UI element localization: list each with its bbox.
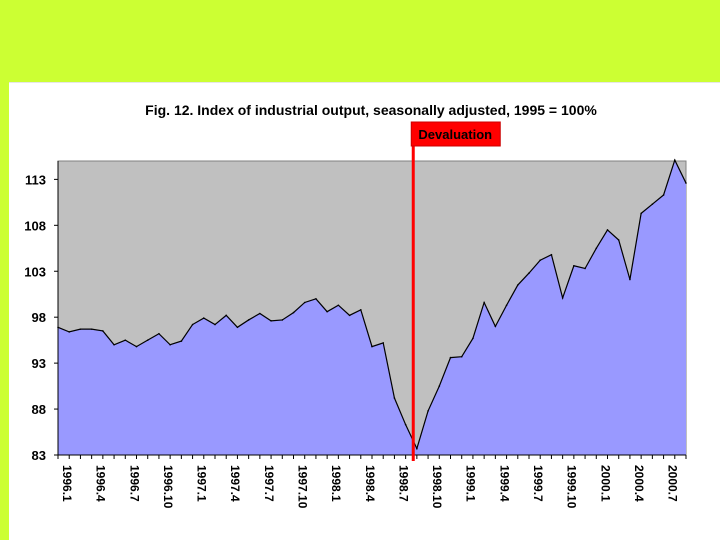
data-point — [68, 331, 71, 333]
data-point — [528, 272, 530, 274]
x-tick-label: 1999.4 — [497, 465, 511, 502]
y-tick-label: 83 — [32, 448, 46, 463]
data-point — [427, 410, 429, 412]
data-point — [113, 343, 115, 346]
data-point — [180, 340, 183, 342]
x-tick-label: 2000.7 — [666, 465, 680, 502]
devaluation-label: Devaluation — [418, 127, 492, 142]
data-point — [561, 297, 564, 299]
data-point — [494, 325, 497, 328]
data-point — [483, 301, 485, 304]
x-tick-label: 1996.10 — [161, 465, 175, 509]
x-tick-label: 1999.1 — [464, 465, 478, 502]
x-tick-label: 1999.7 — [531, 465, 545, 502]
data-point — [102, 330, 104, 332]
data-point — [460, 355, 463, 358]
data-point — [292, 311, 295, 314]
devaluation-label-box — [410, 121, 501, 147]
data-point — [539, 259, 542, 262]
data-point — [270, 320, 272, 322]
data-point — [382, 342, 385, 344]
data-point — [135, 345, 138, 348]
y-tick-label: 98 — [32, 310, 46, 325]
x-tick-label: 2000.1 — [598, 465, 612, 502]
data-point — [673, 159, 676, 161]
y-tick-label: 113 — [25, 172, 46, 187]
x-tick-label: 1997.10 — [296, 465, 310, 509]
data-point — [303, 301, 306, 304]
data-point — [651, 203, 654, 205]
data-point — [146, 339, 149, 341]
chart-title: Fig. 12. Index of industrial output, sea… — [145, 102, 597, 118]
data-point — [617, 239, 620, 241]
data-point — [595, 247, 598, 250]
chart-frame: Fig. 12. Index of industrial output, sea… — [9, 82, 720, 541]
data-point — [606, 229, 609, 231]
data-point — [158, 332, 160, 335]
data-point — [315, 298, 317, 300]
y-tick-label: 108 — [24, 218, 46, 233]
output-area — [58, 160, 686, 455]
data-point — [236, 326, 239, 329]
x-tick-label: 1997.1 — [195, 465, 209, 502]
data-point — [449, 356, 452, 359]
data-point — [472, 337, 474, 340]
x-tick-label: 1998.7 — [396, 465, 410, 502]
y-tick-label: 93 — [32, 356, 46, 371]
x-tick-label: 1996.1 — [60, 465, 74, 502]
data-point — [662, 194, 665, 196]
y-tick-label: 103 — [24, 264, 46, 279]
data-point — [214, 323, 216, 326]
data-point — [505, 304, 508, 307]
top-color-band — [0, 0, 720, 82]
data-point — [516, 284, 519, 286]
data-point — [281, 319, 284, 321]
data-point — [416, 447, 418, 450]
data-point — [326, 310, 328, 313]
x-tick-label: 1998.1 — [329, 465, 343, 502]
data-point — [584, 267, 586, 270]
y-tick-label: 88 — [32, 402, 46, 417]
data-point — [79, 328, 82, 330]
data-point — [191, 323, 194, 326]
data-point — [438, 385, 441, 387]
data-point — [337, 304, 340, 307]
x-tick-label: 1997.4 — [228, 465, 242, 502]
data-point — [169, 343, 171, 346]
x-tick-label: 1997.7 — [262, 465, 276, 502]
data-point — [629, 278, 631, 281]
x-tick-label: 1998.4 — [363, 465, 377, 502]
x-tick-label: 1996.4 — [94, 465, 108, 502]
data-point — [685, 182, 687, 184]
data-point — [550, 253, 553, 256]
data-point — [404, 423, 407, 426]
data-point — [202, 317, 205, 319]
x-tick-label: 1998.10 — [430, 465, 444, 509]
data-point — [359, 309, 362, 311]
x-tick-label: 1999.10 — [565, 465, 579, 509]
data-point — [259, 312, 261, 315]
plot-layer: 83 88 93 98 103 108 113 1996.1 1996.4 1996.7 1996.… — [24, 121, 687, 509]
data-point — [371, 345, 373, 348]
data-point — [124, 339, 127, 341]
x-tick-label: 1996.7 — [127, 465, 141, 502]
data-point — [573, 264, 575, 267]
data-point — [90, 328, 93, 330]
x-tick-label: 2000.4 — [632, 465, 646, 502]
data-point — [393, 397, 396, 399]
data-point — [247, 319, 250, 321]
output-index-chart: Fig. 12. Index of industrial output, sea… — [24, 102, 687, 509]
data-point — [640, 212, 642, 215]
data-point — [225, 314, 228, 317]
data-point — [348, 314, 351, 317]
left-color-band — [0, 82, 9, 540]
